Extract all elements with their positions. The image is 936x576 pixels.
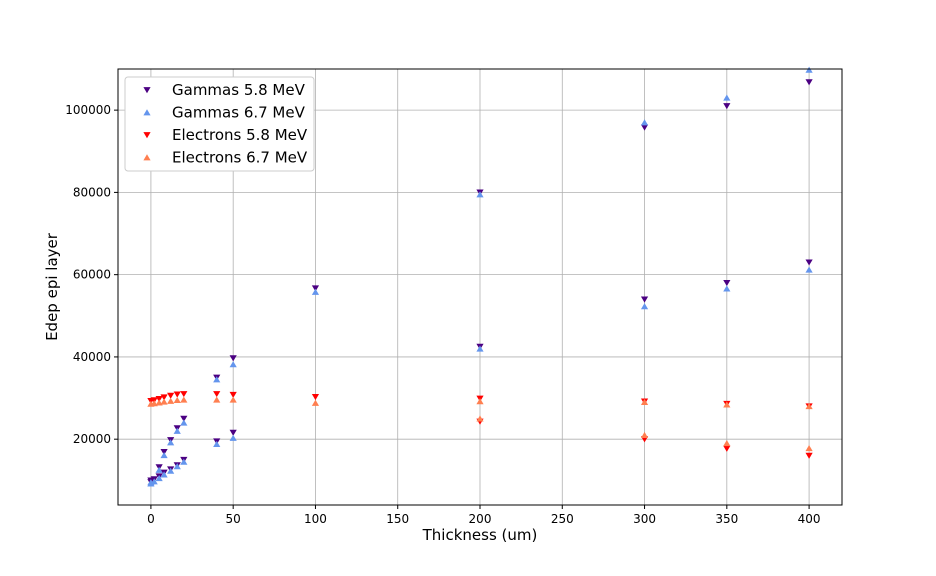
point-gammas-6-7-mev [155, 466, 163, 473]
point-electrons-5-8-mev [723, 445, 731, 452]
point-gammas-5-8-mev [311, 285, 320, 292]
point-electrons-5-8-mev [173, 391, 181, 398]
point-electrons-5-8-mev [180, 391, 188, 398]
point-gammas-6-7-mev [155, 475, 163, 482]
point-gammas-6-7-mev [640, 119, 649, 126]
x-axis-label: Thickness (um) [422, 526, 538, 544]
point-electrons-6-7-mev [229, 396, 237, 403]
legend-marker [143, 87, 151, 94]
point-electrons-5-8-mev [311, 393, 320, 401]
point-gammas-6-7-mev [476, 191, 484, 198]
point-gammas-6-7-mev [311, 288, 320, 295]
point-gammas-5-8-mev [229, 429, 237, 436]
legend-label: Gammas 5.8 MeV [172, 81, 306, 99]
point-gammas-6-7-mev [229, 434, 237, 441]
point-gammas-5-8-mev [180, 415, 188, 422]
y-tick-label: 60000 [73, 268, 111, 282]
y-tick-label: 100000 [65, 103, 111, 117]
legend-marker [143, 109, 151, 116]
point-electrons-6-7-mev [723, 401, 731, 408]
point-gammas-6-7-mev [640, 303, 649, 310]
x-tick-label: 0 [147, 512, 155, 526]
point-gammas-5-8-mev [805, 259, 813, 266]
point-gammas-5-8-mev [640, 296, 649, 303]
legend-marker [143, 154, 151, 161]
y-tick-label: 80000 [73, 185, 111, 199]
point-electrons-6-7-mev [805, 403, 813, 410]
point-gammas-6-7-mev [805, 66, 813, 73]
point-gammas-6-7-mev [229, 361, 237, 368]
x-tick-label: 350 [715, 512, 738, 526]
point-electrons-6-7-mev [805, 444, 813, 452]
x-tick-label: 400 [798, 512, 821, 526]
point-electrons-6-7-mev [213, 396, 221, 403]
point-gammas-5-8-mev [229, 355, 237, 362]
point-electrons-6-7-mev [476, 398, 484, 405]
point-gammas-6-7-mev [173, 427, 181, 434]
point-electrons-6-7-mev [476, 415, 484, 422]
point-gammas-6-7-mev [476, 345, 484, 352]
legend-box [124, 76, 315, 172]
point-gammas-6-7-mev [180, 419, 188, 426]
point-gammas-5-8-mev [805, 79, 813, 86]
data-markers [147, 66, 813, 487]
point-electrons-6-7-mev [640, 398, 649, 406]
point-electrons-6-7-mev [173, 396, 181, 403]
x-tick-label: 250 [551, 512, 574, 526]
y-axis-label: Edep epi layer [43, 232, 61, 341]
point-electrons-5-8-mev [805, 452, 813, 459]
point-gammas-6-7-mev [213, 440, 221, 448]
point-electrons-6-7-mev [723, 440, 731, 447]
point-gammas-6-7-mev [147, 480, 155, 487]
point-electrons-6-7-mev [180, 396, 188, 403]
point-gammas-6-7-mev [160, 471, 168, 478]
point-electrons-6-7-mev [160, 398, 168, 405]
point-electrons-6-7-mev [640, 431, 649, 438]
plot-frame [117, 68, 843, 506]
x-tick-label: 100 [304, 512, 327, 526]
axis-ticks: 0 50 100 150 200 250 300 350 400 20000 40000 60000 8… [65, 103, 820, 526]
point-gammas-6-7-mev [167, 439, 175, 446]
point-gammas-5-8-mev [723, 103, 731, 110]
point-gammas-6-7-mev [160, 451, 168, 459]
point-gammas-6-7-mev [723, 285, 731, 292]
point-gammas-6-7-mev [180, 458, 188, 465]
point-gammas-6-7-mev [167, 467, 175, 474]
point-gammas-6-7-mev [213, 376, 221, 383]
point-gammas-5-8-mev [640, 124, 649, 131]
point-electrons-5-8-mev [160, 394, 168, 401]
point-gammas-6-7-mev [723, 94, 731, 101]
legend-label: Electrons 6.7 MeV [172, 149, 308, 167]
x-tick-label: 200 [469, 512, 492, 526]
point-electrons-6-7-mev [311, 399, 320, 406]
point-gammas-6-7-mev [150, 478, 158, 485]
x-tick-label: 300 [633, 512, 656, 526]
point-electrons-5-8-mev [213, 391, 221, 398]
legend: Gammas 5.8 MeV Gammas 6.7 MeV Electrons 5.… [124, 76, 315, 172]
point-gammas-5-8-mev [723, 280, 731, 287]
y-tick-label: 40000 [73, 350, 111, 364]
point-electrons-5-8-mev [167, 392, 175, 399]
point-electrons-5-8-mev [155, 395, 163, 403]
point-gammas-6-7-mev [173, 463, 181, 470]
point-gammas-6-7-mev [805, 266, 813, 273]
x-tick-label: 50 [226, 512, 241, 526]
y-tick-label: 20000 [73, 432, 111, 446]
point-electrons-6-7-mev [167, 397, 175, 404]
point-electrons-5-8-mev [229, 391, 237, 399]
legend-marker [143, 132, 151, 139]
legend-label: Gammas 6.7 MeV [172, 104, 306, 122]
legend-label: Electrons 5.8 MeV [172, 126, 308, 144]
x-tick-label: 150 [386, 512, 409, 526]
